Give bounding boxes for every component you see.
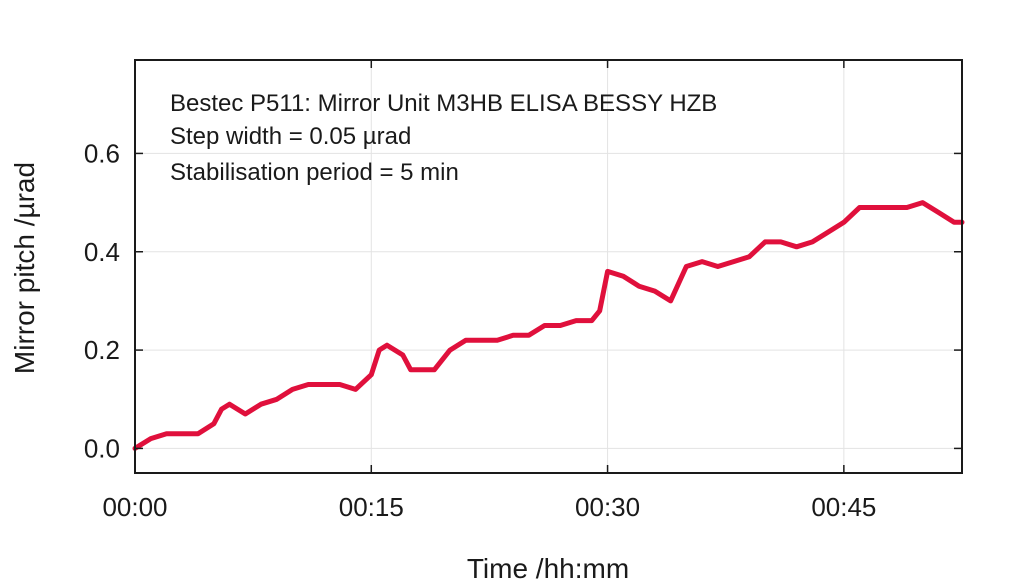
data-point <box>526 333 531 338</box>
data-point <box>306 382 311 387</box>
data-point <box>400 353 405 357</box>
data-point <box>621 274 626 279</box>
data-point <box>936 210 941 215</box>
data-point <box>778 239 783 244</box>
data-point <box>377 348 382 353</box>
data-point <box>385 343 389 348</box>
y-tick-label: 0.4 <box>84 237 120 267</box>
x-tick-label: 00:00 <box>102 492 167 522</box>
data-point <box>747 254 752 259</box>
data-point <box>574 318 579 323</box>
data-point <box>416 367 421 372</box>
x-tick-label: 00:45 <box>811 492 876 522</box>
data-point <box>589 318 594 323</box>
data-point <box>684 264 689 269</box>
x-tick-label: 00:30 <box>575 492 640 522</box>
annotation-line-2: Step width = 0.05 µrad <box>170 123 411 150</box>
data-point <box>873 205 878 210</box>
data-point <box>227 402 232 407</box>
y-tick-label: 0.2 <box>84 335 120 365</box>
grid <box>134 60 962 473</box>
series-line <box>132 200 965 451</box>
data-point <box>597 308 602 313</box>
data-point <box>826 230 831 235</box>
data-point <box>637 284 642 289</box>
y-tick-label: 0.0 <box>84 433 120 463</box>
data-point <box>605 269 610 274</box>
data-point <box>463 338 468 343</box>
data-point <box>196 431 200 436</box>
data-point <box>920 200 925 205</box>
data-point <box>290 387 295 392</box>
data-point <box>211 421 216 426</box>
y-tick-labels: 0.0 0.2 0.4 0.6 <box>84 138 120 463</box>
x-axis-title: Time /hh:mm <box>467 553 629 584</box>
x-tick-labels: 00:00 00:15 00:30 00:45 <box>102 492 876 522</box>
data-point <box>542 323 547 328</box>
data-point <box>700 259 705 264</box>
data-point <box>479 338 484 343</box>
annotation-line-3: Stabilisation period = 5 min <box>170 159 459 186</box>
data-point <box>148 436 153 441</box>
data-point <box>810 239 815 244</box>
data-point <box>794 244 799 249</box>
data-point <box>763 239 768 244</box>
data-point <box>715 264 720 269</box>
data-point <box>652 289 657 294</box>
y-tick-label: 0.6 <box>84 138 120 168</box>
data-point <box>668 298 673 303</box>
y-axis-title: Mirror pitch /µrad <box>9 162 40 374</box>
data-point <box>353 387 358 392</box>
data-point <box>322 382 326 387</box>
data-point <box>904 205 909 210</box>
ticks <box>134 60 962 473</box>
data-point <box>408 367 413 372</box>
x-tick-label: 00:15 <box>339 492 404 522</box>
data-point <box>495 338 500 343</box>
data-point <box>219 407 224 412</box>
data-point <box>511 333 516 338</box>
data-point <box>432 367 437 372</box>
data-point <box>558 323 563 328</box>
data-point <box>243 412 248 416</box>
data-point <box>731 259 736 264</box>
data-point <box>889 205 894 210</box>
data-point <box>337 382 342 387</box>
annotation-line-1: Bestec P511: Mirror Unit M3HB ELISA BESS… <box>170 90 717 117</box>
data-point <box>274 397 279 402</box>
data-point <box>180 431 185 436</box>
data-point <box>857 205 862 210</box>
plot-frame <box>134 59 963 474</box>
data-point <box>259 402 263 407</box>
data-point <box>952 220 957 225</box>
data-point <box>369 372 374 377</box>
data-point <box>841 220 846 225</box>
series-layer <box>132 200 965 451</box>
data-point <box>164 431 169 436</box>
data-point <box>448 348 452 353</box>
